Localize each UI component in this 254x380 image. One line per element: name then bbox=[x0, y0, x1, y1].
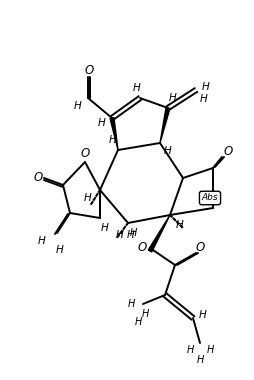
Text: H: H bbox=[38, 236, 46, 246]
Text: O: O bbox=[33, 171, 42, 185]
Text: H: H bbox=[133, 83, 140, 93]
Text: H: H bbox=[176, 220, 183, 230]
Polygon shape bbox=[110, 118, 118, 150]
Text: Abs: Abs bbox=[201, 193, 217, 203]
Text: H: H bbox=[127, 299, 134, 309]
Text: H: H bbox=[101, 223, 108, 233]
Text: H: H bbox=[196, 355, 203, 365]
Polygon shape bbox=[159, 108, 169, 143]
Text: H: H bbox=[98, 118, 105, 128]
Text: H: H bbox=[168, 93, 176, 103]
Text: H: H bbox=[109, 135, 116, 145]
Text: H: H bbox=[205, 345, 213, 355]
Text: H: H bbox=[141, 309, 148, 319]
Text: O: O bbox=[84, 63, 93, 76]
Text: H: H bbox=[129, 228, 136, 238]
Text: O: O bbox=[195, 242, 204, 255]
Text: H: H bbox=[127, 230, 134, 240]
Text: H: H bbox=[198, 310, 206, 320]
Text: H: H bbox=[199, 94, 207, 104]
Text: O: O bbox=[223, 146, 232, 158]
Text: H: H bbox=[134, 317, 141, 327]
Text: H: H bbox=[116, 230, 123, 240]
Text: H: H bbox=[56, 245, 64, 255]
Text: H: H bbox=[84, 193, 91, 203]
Text: H: H bbox=[74, 101, 82, 111]
Text: H: H bbox=[186, 345, 193, 355]
Polygon shape bbox=[148, 215, 169, 252]
Text: H: H bbox=[201, 82, 209, 92]
Text: O: O bbox=[137, 242, 146, 255]
Text: H: H bbox=[164, 146, 171, 156]
Text: O: O bbox=[80, 147, 89, 160]
